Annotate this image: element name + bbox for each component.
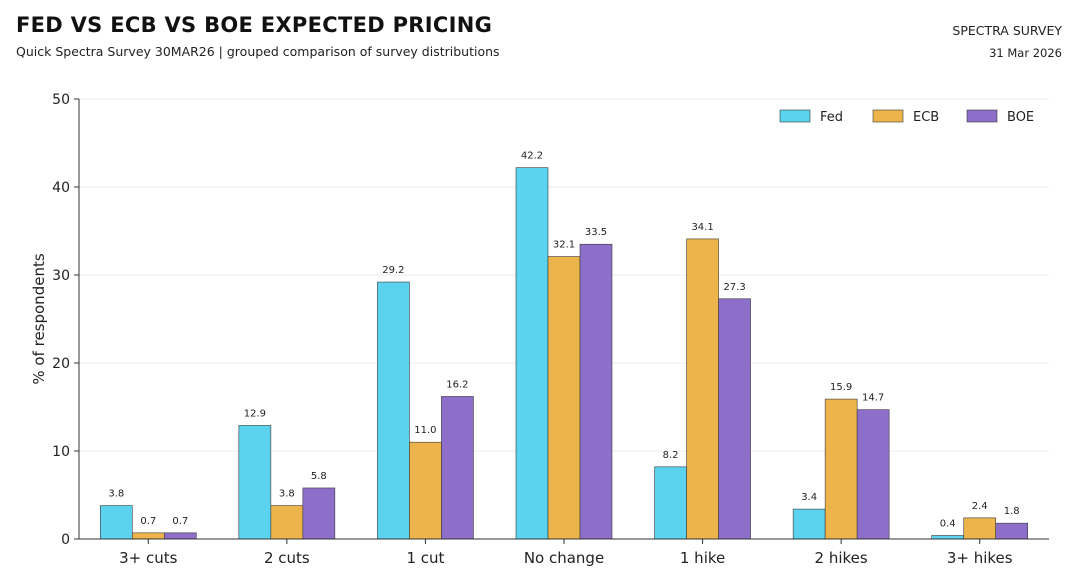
y-tick-label: 40 bbox=[52, 180, 70, 196]
value-labels: 3.8 0.7 0.7 12.9 3.8 5.8 29.2 11.0 16.2 42.2 32.1 3… bbox=[108, 151, 1019, 530]
brand-label: SPECTRA SURVEY bbox=[952, 23, 1062, 38]
x-tick-label: 2 hikes bbox=[815, 549, 868, 567]
legend-label-boe: BOE bbox=[1007, 110, 1034, 125]
value-label: 42.2 bbox=[521, 151, 543, 162]
legend-swatch-boe bbox=[966, 109, 998, 123]
bar-boe bbox=[995, 522, 1029, 540]
legend-swatch-fed bbox=[779, 109, 811, 123]
value-label: 5.8 bbox=[311, 471, 327, 482]
date-label: 31 Mar 2026 bbox=[989, 46, 1062, 60]
x-tick-label: 2 cuts bbox=[264, 549, 310, 567]
x-tick-label: 3+ cuts bbox=[119, 549, 178, 567]
value-label: 32.1 bbox=[553, 240, 575, 251]
bar-ecb bbox=[270, 505, 304, 540]
bar-fed bbox=[792, 508, 826, 540]
y-tick-label: 20 bbox=[52, 356, 70, 372]
bar-fed bbox=[515, 167, 549, 540]
y-tick-label: 10 bbox=[52, 444, 70, 460]
y-tick-label: 0 bbox=[61, 532, 70, 548]
value-label: 3.4 bbox=[801, 492, 817, 503]
value-label: 8.2 bbox=[663, 450, 679, 461]
value-label: 29.2 bbox=[382, 265, 404, 276]
bar-ecb bbox=[409, 441, 442, 540]
y-axis-title: % of respondents bbox=[30, 253, 48, 384]
legend: Fed ECB BOE bbox=[779, 109, 1034, 125]
value-label: 33.5 bbox=[585, 227, 607, 238]
value-label: 11.0 bbox=[414, 425, 436, 436]
value-label: 34.1 bbox=[691, 222, 713, 233]
value-label: 0.7 bbox=[140, 516, 156, 527]
bar-ecb bbox=[547, 256, 581, 540]
y-tick-label: 30 bbox=[52, 268, 70, 284]
value-label: 0.4 bbox=[940, 518, 956, 529]
legend-swatch-ecb bbox=[872, 109, 904, 123]
bar-fed bbox=[238, 425, 272, 540]
bar-ecb bbox=[131, 532, 165, 540]
value-label: 14.7 bbox=[862, 393, 884, 404]
chart-title: FED VS ECB VS BOE EXPECTED PRICING bbox=[16, 13, 493, 37]
bar-fed bbox=[99, 505, 133, 540]
value-label: 1.8 bbox=[1004, 506, 1020, 517]
bar-boe bbox=[579, 243, 613, 540]
bar-boe bbox=[441, 396, 474, 540]
value-label: 15.9 bbox=[830, 382, 852, 393]
value-label: 0.7 bbox=[172, 516, 188, 527]
x-tick-label: 1 hike bbox=[680, 549, 725, 567]
bars bbox=[99, 167, 1029, 540]
x-tick-label: 1 cut bbox=[406, 549, 444, 567]
bar-boe bbox=[302, 487, 336, 540]
value-label: 27.3 bbox=[723, 282, 745, 293]
x-tick-label: 3+ hikes bbox=[947, 549, 1013, 567]
bar-fed bbox=[931, 535, 965, 540]
bar-boe bbox=[856, 409, 890, 540]
bar-fed bbox=[377, 281, 410, 540]
axes: 0 10 20 30 40 50 % of respondents 3+ cuts 2 cuts… bbox=[30, 92, 1049, 567]
bar-fed bbox=[654, 466, 687, 540]
chart-subtitle: Quick Spectra Survey 30MAR26 | grouped c… bbox=[16, 44, 500, 59]
value-label: 16.2 bbox=[446, 379, 468, 390]
value-label: 3.8 bbox=[279, 489, 295, 500]
legend-label-ecb: ECB bbox=[913, 110, 939, 125]
bar-ecb bbox=[824, 398, 858, 540]
bar-boe bbox=[718, 298, 751, 540]
bar-ecb bbox=[686, 238, 719, 540]
value-label: 3.8 bbox=[108, 489, 124, 500]
bar-ecb bbox=[963, 517, 997, 540]
x-tick-label: No change bbox=[524, 549, 604, 567]
y-tick-label: 50 bbox=[52, 92, 70, 108]
bar-boe bbox=[163, 532, 197, 540]
value-label: 12.9 bbox=[244, 408, 266, 419]
value-label: 2.4 bbox=[972, 501, 988, 512]
legend-label-fed: Fed bbox=[820, 110, 843, 125]
